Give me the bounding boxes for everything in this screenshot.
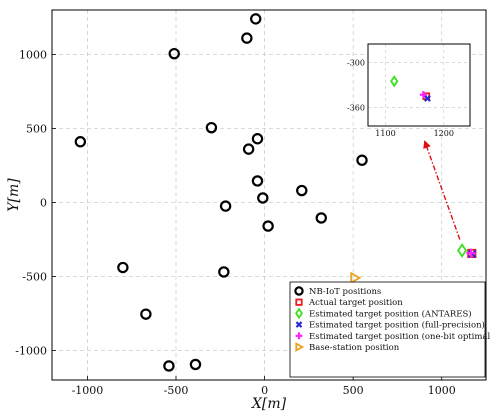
legend-marker: [294, 286, 304, 296]
inset-point-series-3: [423, 94, 431, 102]
point-series-4: [466, 248, 476, 258]
point-series-0: [140, 308, 152, 320]
y-tick-label: -1000: [15, 344, 47, 357]
y-tick-label: 500: [26, 122, 47, 135]
inset-border: [367, 43, 471, 127]
x-tick-label: 0: [261, 384, 268, 397]
point-series-0: [315, 212, 327, 224]
legend-label: Estimated target position (ANTARES): [309, 308, 472, 319]
y-tick-label: 0: [40, 196, 47, 209]
x-tick-label: -500: [164, 384, 189, 397]
legend-marker: [295, 332, 303, 340]
legend-marker: [295, 342, 305, 352]
point-series-0: [117, 261, 129, 274]
point-series-0: [257, 192, 269, 204]
inset-point-series-4: [419, 91, 427, 99]
point-series-0: [250, 13, 262, 25]
x-tick-label: 1000: [428, 384, 456, 397]
annotation-arrow: [423, 140, 461, 240]
point-series-0: [242, 143, 255, 155]
point-series-0: [163, 360, 175, 372]
axes-frame: [51, 9, 487, 381]
point-series-0: [262, 220, 274, 232]
legend-marker: [295, 307, 303, 320]
point-series-0: [219, 200, 232, 212]
point-series-0: [296, 184, 308, 197]
point-series-0: [168, 47, 180, 60]
point-series-0: [74, 136, 87, 148]
point-series-0: [205, 121, 218, 134]
y-tick-label: -500: [22, 270, 47, 283]
inset-point-series-2: [390, 75, 399, 88]
inset-y-tick-label: -300: [347, 59, 365, 68]
legend-label: Base-station position: [309, 343, 400, 353]
point-series-0: [251, 175, 264, 187]
inset-frame: [367, 43, 471, 127]
point-series-0: [241, 32, 253, 44]
legend-marker: [295, 298, 303, 306]
x-axis-label: X[m]: [251, 396, 287, 412]
inset-y-tick-label: -360: [347, 103, 365, 112]
inset-x-tick-label: 1100: [375, 129, 395, 138]
legend-label: Estimated target position (one-bit optim…: [309, 331, 490, 342]
x-tick-label: -1000: [72, 384, 104, 397]
x-tick-label: 500: [343, 384, 364, 397]
y-tick-label: 1000: [19, 48, 47, 61]
legend-marker: [295, 321, 303, 328]
point-series-5: [350, 271, 362, 285]
inset-plot: 1100 1200 -300 -360: [347, 43, 471, 138]
point-series-0: [356, 154, 368, 166]
point-series-0: [218, 266, 230, 278]
point-series-0: [189, 358, 202, 371]
point-series-0: [251, 133, 264, 145]
legend-label: NB-IoT positions: [309, 287, 381, 297]
legend-label: Estimated target position (full-precisio…: [309, 320, 485, 331]
legend-label: Actual target position: [308, 298, 403, 308]
legend-box: [289, 281, 486, 378]
point-series-2: [457, 243, 468, 258]
y-axis-label: Y[m]: [6, 178, 22, 212]
inset-x-tick-label: 1200: [434, 129, 454, 138]
